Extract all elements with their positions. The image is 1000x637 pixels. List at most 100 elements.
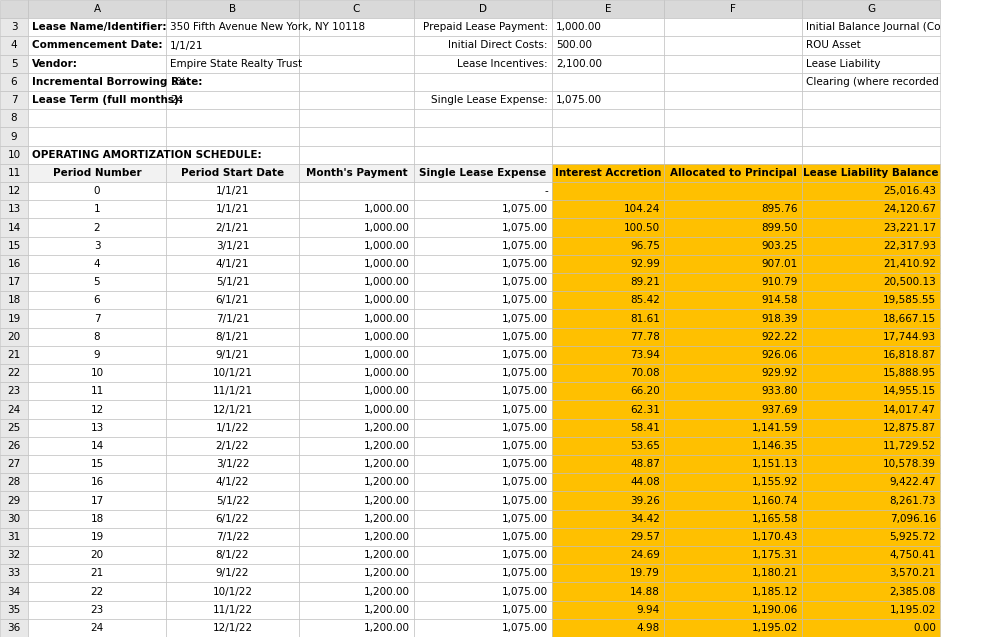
Bar — [299, 236, 414, 255]
Text: 15,888.95: 15,888.95 — [883, 368, 936, 378]
Text: 1,075.00: 1,075.00 — [502, 277, 548, 287]
Bar — [299, 546, 414, 564]
Bar — [28, 619, 166, 637]
Text: 34: 34 — [7, 587, 21, 596]
Bar — [0, 91, 28, 109]
Bar — [299, 255, 414, 273]
Bar — [414, 91, 552, 109]
Bar — [28, 364, 166, 382]
Text: 0.00: 0.00 — [913, 623, 936, 633]
Bar — [0, 346, 28, 364]
Text: 350 Fifth Avenue New York, NY 10118: 350 Fifth Avenue New York, NY 10118 — [170, 22, 365, 32]
Bar — [552, 419, 664, 437]
Text: 24,120.67: 24,120.67 — [883, 204, 936, 214]
Bar — [28, 582, 166, 601]
Bar — [299, 455, 414, 473]
Bar — [802, 310, 940, 327]
Bar — [28, 473, 166, 491]
Text: 1/1/21: 1/1/21 — [170, 41, 204, 50]
Text: D: D — [479, 4, 487, 14]
Bar — [552, 291, 664, 310]
Text: 18: 18 — [90, 513, 104, 524]
Bar — [802, 91, 940, 109]
Bar — [664, 127, 802, 146]
Text: 1,180.21: 1,180.21 — [752, 568, 798, 578]
Text: 2,385.08: 2,385.08 — [890, 587, 936, 596]
Bar — [0, 364, 28, 382]
Bar — [664, 310, 802, 327]
Text: 10: 10 — [7, 150, 21, 160]
Text: 12/1/21: 12/1/21 — [212, 404, 253, 415]
Text: 14.88: 14.88 — [630, 587, 660, 596]
Bar — [28, 564, 166, 582]
Bar — [299, 273, 414, 291]
Text: 1,165.58: 1,165.58 — [752, 513, 798, 524]
Text: 44.08: 44.08 — [630, 477, 660, 487]
Bar — [414, 510, 552, 528]
Text: 16: 16 — [90, 477, 104, 487]
Text: 1,146.35: 1,146.35 — [752, 441, 798, 451]
Text: 5/1/21: 5/1/21 — [216, 277, 249, 287]
Text: 23: 23 — [7, 386, 21, 396]
Bar — [664, 36, 802, 55]
Bar — [552, 36, 664, 55]
Text: Lease Name/Identifier:: Lease Name/Identifier: — [32, 22, 166, 32]
Bar — [802, 0, 940, 18]
Text: 1,075.00: 1,075.00 — [502, 259, 548, 269]
Text: 23: 23 — [90, 605, 104, 615]
Bar — [802, 109, 940, 127]
Bar — [166, 18, 299, 36]
Text: 77.78: 77.78 — [630, 332, 660, 341]
Bar — [552, 582, 664, 601]
Bar — [414, 73, 552, 91]
Text: 9: 9 — [11, 131, 17, 141]
Bar — [552, 601, 664, 619]
Bar — [0, 619, 28, 637]
Bar — [28, 346, 166, 364]
Bar — [166, 437, 299, 455]
Text: 3: 3 — [11, 22, 17, 32]
Bar — [414, 327, 552, 346]
Bar — [414, 401, 552, 419]
Text: 2,100.00: 2,100.00 — [556, 59, 602, 69]
Text: Incremental Borrowing Rate:: Incremental Borrowing Rate: — [32, 77, 202, 87]
Text: 11/1/21: 11/1/21 — [212, 386, 253, 396]
Text: 3/1/21: 3/1/21 — [216, 241, 249, 251]
Bar — [299, 200, 414, 218]
Bar — [414, 236, 552, 255]
Bar — [166, 200, 299, 218]
Text: 903.25: 903.25 — [762, 241, 798, 251]
Bar — [0, 236, 28, 255]
Text: 104.24: 104.24 — [624, 204, 660, 214]
Bar — [802, 291, 940, 310]
Text: 23,221.17: 23,221.17 — [883, 222, 936, 233]
Text: 7/1/22: 7/1/22 — [216, 532, 249, 542]
Text: 12: 12 — [90, 404, 104, 415]
Bar — [414, 291, 552, 310]
Text: 24.69: 24.69 — [630, 550, 660, 560]
Text: 1,141.59: 1,141.59 — [752, 423, 798, 433]
Text: 24: 24 — [90, 623, 104, 633]
Bar — [414, 364, 552, 382]
Bar — [0, 291, 28, 310]
Text: 8,261.73: 8,261.73 — [890, 496, 936, 506]
Text: 1,075.00: 1,075.00 — [502, 441, 548, 451]
Text: 85.42: 85.42 — [630, 296, 660, 305]
Bar — [166, 546, 299, 564]
Bar — [28, 0, 166, 18]
Text: 32: 32 — [7, 550, 21, 560]
Bar — [664, 0, 802, 18]
Text: 1,075.00: 1,075.00 — [502, 332, 548, 341]
Bar — [414, 310, 552, 327]
Bar — [0, 255, 28, 273]
Bar — [664, 18, 802, 36]
Bar — [802, 36, 940, 55]
Text: 11: 11 — [7, 168, 21, 178]
Bar — [664, 401, 802, 419]
Text: 1: 1 — [94, 204, 100, 214]
Text: 12: 12 — [7, 186, 21, 196]
Bar — [802, 582, 940, 601]
Text: 25: 25 — [7, 423, 21, 433]
Text: 1/1/22: 1/1/22 — [216, 423, 249, 433]
Text: 15: 15 — [90, 459, 104, 469]
